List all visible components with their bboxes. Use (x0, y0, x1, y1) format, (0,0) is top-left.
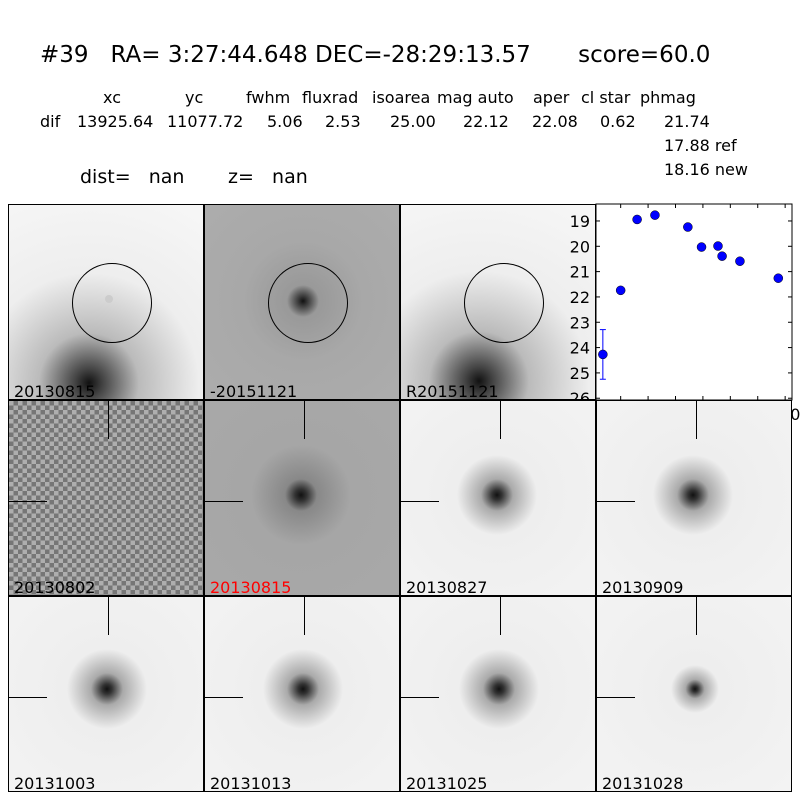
data-point (598, 349, 608, 360)
candidate-title: #39 RA= 3:27:44.648 DEC=-28:29:13.57 sco… (40, 42, 710, 68)
crosshair-tick (108, 401, 109, 439)
stamp-science: 20130815 (8, 204, 204, 400)
stamp-label: R20151121 (406, 382, 499, 400)
crosshair-tick (696, 597, 697, 635)
aperture-circle (464, 263, 544, 343)
y-tick-label: 19 (570, 212, 590, 231)
column-value: 22.12 (463, 112, 509, 131)
data-point (632, 214, 642, 225)
crosshair-tick (401, 697, 439, 698)
stamp-label: 20130815 (210, 578, 292, 596)
column-value: 25.00 (390, 112, 436, 131)
y-tick-label: 20 (570, 237, 590, 256)
column-header: isoarea (372, 88, 431, 107)
column-header: mag auto (437, 88, 514, 107)
y-tick-label: 21 (570, 263, 590, 282)
crosshair-tick (9, 501, 47, 502)
column-value: 2.53 (325, 112, 361, 131)
stamp-20131013: 20131013 (204, 596, 400, 792)
column-header: fluxrad (302, 88, 359, 107)
column-value: 11077.72 (167, 112, 244, 131)
stamp-20131025: 20131025 (400, 596, 596, 792)
column-header: fwhm (246, 88, 291, 107)
data-point (650, 210, 660, 220)
crosshair-tick (108, 597, 109, 635)
ref-mag: 17.88 ref (664, 136, 737, 155)
stamp-label: 20131025 (406, 774, 488, 792)
crosshair-tick (597, 501, 635, 502)
column-header: aper (533, 88, 570, 107)
stamp-difference: -20151121 (204, 204, 400, 400)
plot-frame (595, 203, 793, 401)
row-label: dif (40, 112, 61, 131)
column-header: phmag (640, 88, 696, 107)
column-value: 21.74 (664, 112, 710, 131)
stamp-label: 20131013 (210, 774, 292, 792)
y-tick-label: 24 (570, 339, 590, 358)
z-readout: z= nan (228, 166, 308, 188)
aperture-circle (72, 263, 152, 343)
data-point (615, 285, 626, 296)
column-header: cl star (581, 88, 631, 107)
stamp-20131028: 20131028 (596, 596, 792, 792)
stamp-label: 20130827 (406, 578, 488, 596)
data-point (773, 273, 784, 283)
stamp-label: 20130802 (14, 578, 96, 596)
candidate-id: #39 (40, 42, 89, 68)
crosshair-tick (500, 401, 501, 439)
column-value: 0.62 (600, 112, 636, 131)
crosshair-tick (205, 501, 243, 502)
y-tick-label: 22 (570, 288, 590, 307)
light-curve-plot: 0204060801001201920212223242526 (570, 203, 800, 424)
stamp-reference: R20151121 (400, 204, 596, 400)
data-point (713, 241, 723, 251)
crosshair-tick (597, 697, 635, 698)
crosshair-tick (304, 597, 305, 635)
stamp-label: 20130815 (14, 382, 96, 400)
column-value: 22.08 (532, 112, 578, 131)
column-value: 13925.64 (77, 112, 154, 131)
stamp-20130909: 20130909 (596, 400, 792, 596)
crosshair-tick (500, 597, 501, 635)
new-mag: 18.16 new (664, 160, 748, 179)
crosshair-tick (9, 697, 47, 698)
dist-readout: dist= nan (80, 166, 185, 188)
stamp-label: -20151121 (210, 382, 298, 400)
data-point (717, 251, 727, 261)
column-header: yc (185, 88, 204, 107)
data-point (683, 222, 693, 232)
data-point (735, 256, 745, 266)
crosshair-tick (696, 401, 697, 439)
y-tick-label: 23 (570, 313, 590, 332)
stamp-20130827: 20130827 (400, 400, 596, 596)
stamp-20130802: 20130802 (8, 400, 204, 596)
stamp-20131003: 20131003 (8, 596, 204, 792)
aperture-circle (268, 263, 348, 343)
column-header: xc (103, 88, 121, 107)
crosshair-tick (205, 697, 243, 698)
score: score=60.0 (578, 42, 711, 68)
crosshair-tick (401, 501, 439, 502)
stamp-label: 20131003 (14, 774, 96, 792)
coordinates: RA= 3:27:44.648 DEC=-28:29:13.57 (110, 42, 531, 68)
data-point (696, 242, 707, 252)
stamp-20130815: 20130815 (204, 400, 400, 596)
crosshair-tick (304, 401, 305, 439)
y-tick-label: 25 (570, 364, 590, 383)
stamp-label: 20130909 (602, 578, 684, 596)
column-value: 5.06 (267, 112, 303, 131)
stamp-label: 20131028 (602, 774, 684, 792)
